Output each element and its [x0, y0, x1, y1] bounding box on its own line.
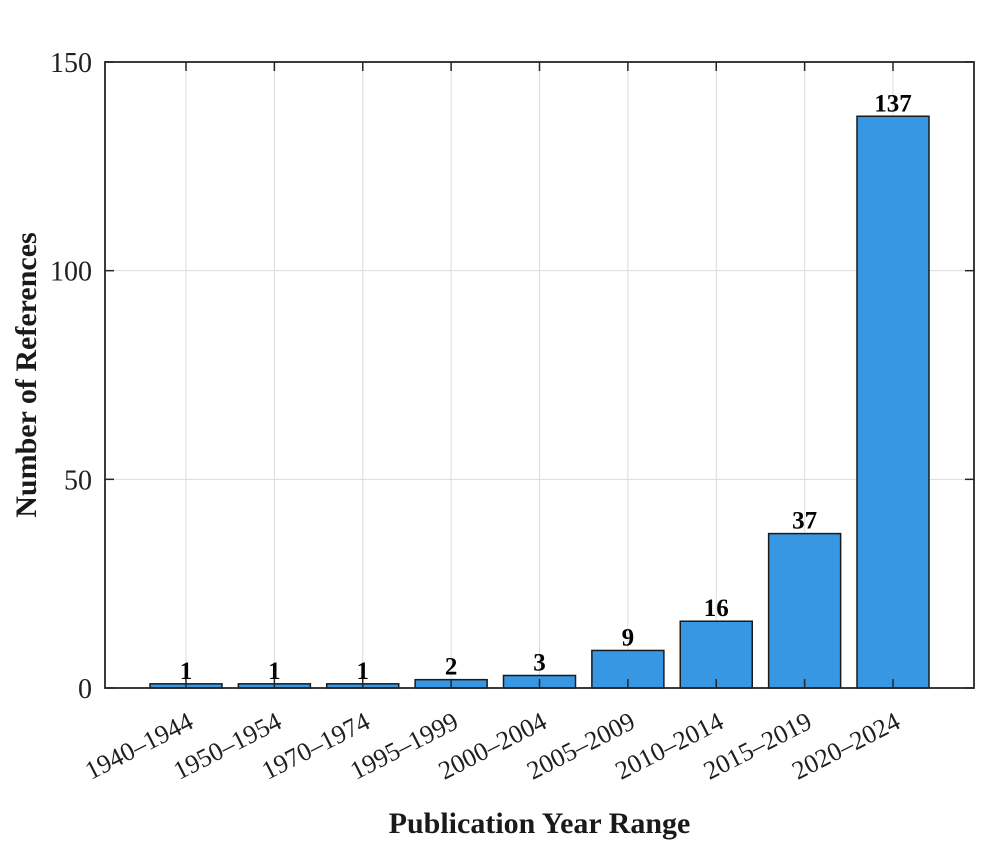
bar-value-label: 16 — [704, 595, 729, 622]
y-tick-label: 150 — [50, 48, 92, 79]
frame-layer — [104, 61, 975, 689]
bar-value-label: 1 — [268, 658, 281, 685]
bar-value-label: 3 — [533, 649, 546, 676]
grid-layer — [105, 62, 974, 688]
x-axis-title: Publication Year Range — [389, 807, 691, 840]
y-tick-label: 50 — [64, 465, 92, 496]
bar — [856, 115, 930, 689]
y-tick-label: 0 — [78, 674, 92, 705]
y-axis-title: Number of References — [10, 232, 43, 517]
bar-value-label: 137 — [874, 90, 912, 117]
bar — [679, 620, 753, 689]
axes-box — [104, 61, 975, 689]
bar-value-label: 9 — [622, 624, 635, 651]
y-tick-label: 100 — [50, 257, 92, 288]
bar — [767, 532, 842, 689]
bar-value-label: 2 — [445, 654, 458, 681]
bar-value-label: 1 — [180, 658, 193, 685]
bar-value-label: 37 — [792, 508, 817, 535]
bar-value-label: 1 — [357, 658, 370, 685]
